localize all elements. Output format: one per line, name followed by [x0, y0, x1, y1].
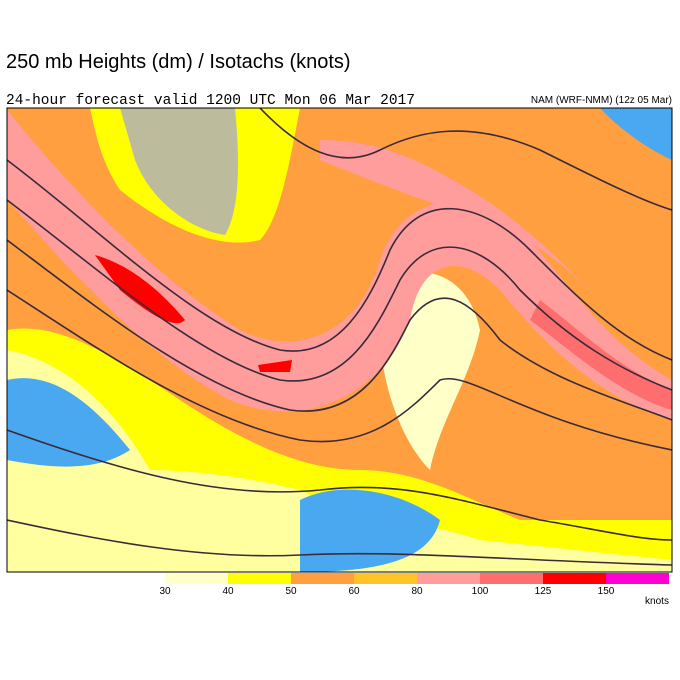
model-label: NAM (WRF-NMM) (12z 05 Mar)	[531, 95, 672, 106]
map-frame	[6, 107, 673, 573]
colorbar-segment	[291, 573, 354, 584]
colorbar-label: 80	[411, 586, 423, 597]
colorbar-segment	[480, 573, 543, 584]
jet-band	[7, 110, 672, 420]
field-gray	[120, 108, 238, 235]
field-blue	[7, 378, 130, 467]
jet-core	[95, 255, 185, 324]
colorbar-label: 50	[285, 586, 297, 597]
height-contours	[7, 108, 672, 566]
colorbar-segment	[606, 573, 669, 584]
subtitle: 24-hour forecast valid 1200 UTC Mon 06 M…	[6, 93, 415, 109]
jet-band	[320, 140, 600, 300]
colorbar-segment	[228, 573, 291, 584]
colorbar-label: 100	[472, 586, 489, 597]
colorbar-label: 30	[159, 586, 171, 597]
colorbar: 30 40 50 60 80 100 125 150	[159, 573, 669, 597]
colorbar-segment	[354, 573, 417, 584]
colorbar-segment	[417, 573, 480, 584]
field-blue	[600, 108, 672, 160]
colorbar-label: 150	[598, 586, 615, 597]
colorbar-segment	[543, 573, 606, 584]
colorbar-label: 40	[222, 586, 234, 597]
field-light	[7, 350, 672, 572]
title: 250 mb Heights (dm) / Isotachs (knots)	[6, 51, 351, 73]
field-blue	[300, 489, 440, 572]
colorbar-label: 125	[535, 586, 552, 597]
colorbar-units: knots	[645, 596, 669, 607]
colorbar-segment	[165, 573, 228, 584]
map	[7, 108, 672, 572]
jet-core	[258, 360, 292, 372]
colorbar-label: 60	[348, 586, 360, 597]
